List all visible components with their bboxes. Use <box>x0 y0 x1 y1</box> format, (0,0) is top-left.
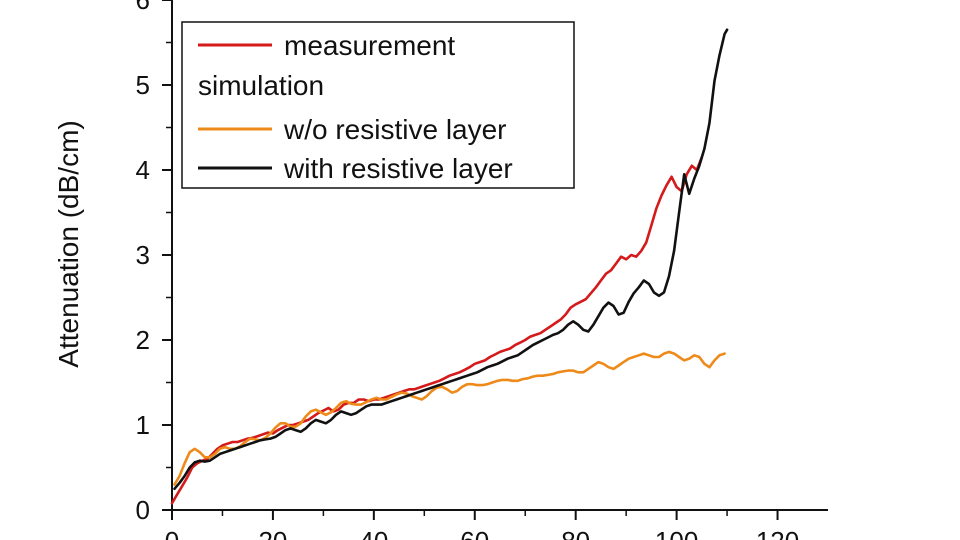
y-tick-label: 1 <box>136 410 150 440</box>
data-series <box>170 28 729 505</box>
axis-ticks: 0123456020406080100120 <box>136 0 799 540</box>
x-tick-label: 100 <box>655 526 698 540</box>
x-tick-label: 0 <box>165 526 179 540</box>
y-tick-label: 5 <box>136 70 150 100</box>
legend: measurement simulation w/o resistive layer… <box>181 21 575 189</box>
y-axis-title: Attenuation (dB/cm) <box>53 120 84 367</box>
x-tick-label: 40 <box>359 526 388 540</box>
legend-label-with-resistive-layer: with resistive layer <box>283 153 513 184</box>
series-line-with-resistive-layer <box>173 28 729 491</box>
legend-label-simulation: simulation <box>198 70 324 101</box>
x-tick-label: 80 <box>561 526 590 540</box>
legend-label-w-o-resistive-layer: w/o resistive layer <box>283 114 507 145</box>
x-tick-label: 60 <box>460 526 489 540</box>
x-tick-label: 20 <box>258 526 287 540</box>
series-line-measurement <box>170 155 704 505</box>
y-tick-label: 3 <box>136 240 150 270</box>
y-tick-label: 2 <box>136 325 150 355</box>
x-tick-label: 120 <box>756 526 799 540</box>
y-tick-label: 4 <box>136 155 150 185</box>
legend-label-measurement: measurement <box>284 30 455 61</box>
legend-box <box>181 21 575 189</box>
y-tick-label: 6 <box>136 0 150 15</box>
series-line-w-o-resistive-layer <box>173 350 726 486</box>
y-tick-label: 0 <box>136 495 150 525</box>
